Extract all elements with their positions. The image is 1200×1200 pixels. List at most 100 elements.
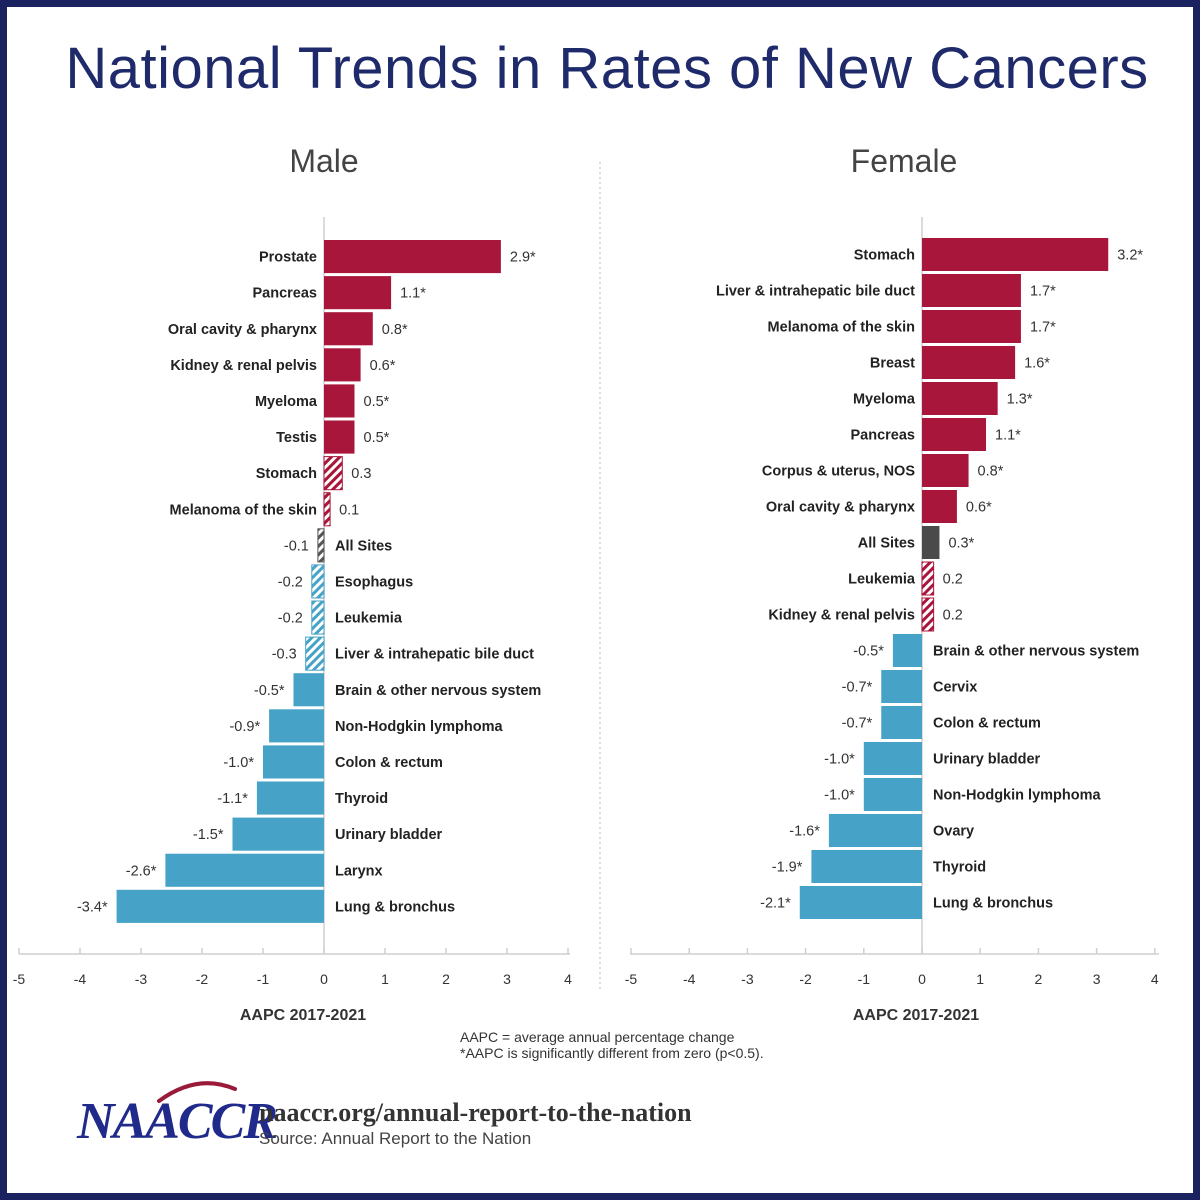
bar-lung-bronchus xyxy=(799,886,922,919)
bar-melanoma-of-the-skin xyxy=(323,492,331,527)
value-label-esophagus: -0.2 xyxy=(278,574,303,590)
value-label-colon-rectum: -0.7* xyxy=(842,716,873,732)
bar-leukemia xyxy=(311,600,325,635)
x-axis-label: AAPC 2017-2021 xyxy=(853,1007,979,1024)
bar-melanoma-of-the-skin xyxy=(922,310,1021,343)
category-label-testis: Testis xyxy=(276,430,317,446)
value-label-corpus-uterus-nos: 0.8* xyxy=(978,464,1004,480)
category-label-liver-intrahepatic-bile-duct: Liver & intrahepatic bile duct xyxy=(716,284,915,300)
category-label-brain-other-nervous-system: Brain & other nervous system xyxy=(335,683,541,699)
bar-stomach xyxy=(922,238,1109,271)
bar-prostate xyxy=(324,240,501,274)
category-label-brain-other-nervous-system: Brain & other nervous system xyxy=(933,644,1139,660)
value-label-stomach: 3.2* xyxy=(1117,248,1143,264)
value-label-all-sites: -0.1 xyxy=(284,538,309,554)
value-label-pancreas: 1.1* xyxy=(400,286,426,302)
bar-colon-rectum xyxy=(881,706,922,739)
bar-urinary-bladder xyxy=(863,742,922,775)
value-label-urinary-bladder: -1.0* xyxy=(824,752,855,768)
category-label-stomach: Stomach xyxy=(854,248,915,264)
footer-source: Source: Annual Report to the Nation xyxy=(259,1129,532,1148)
x-tick-label: 0 xyxy=(320,971,328,987)
category-label-lung-bronchus: Lung & bronchus xyxy=(933,896,1053,912)
value-label-brain-other-nervous-system: -0.5* xyxy=(254,683,285,699)
chart-male: Male 2.9* Prostate 1.1* Pancreas 0.8* Oral cav… xyxy=(13,143,572,1024)
bar-non-hodgkin-lymphoma xyxy=(269,709,324,743)
value-label-testis: 0.5* xyxy=(364,430,390,446)
bar-brain-other-nervous-system xyxy=(293,673,324,707)
category-label-corpus-uterus-nos: Corpus & uterus, NOS xyxy=(762,464,915,480)
value-label-all-sites: 0.3* xyxy=(948,536,974,552)
category-label-melanoma-of-the-skin: Melanoma of the skin xyxy=(768,320,915,336)
x-tick-label: 1 xyxy=(976,971,984,987)
logo-swoosh-icon xyxy=(157,1081,237,1103)
bar-esophagus xyxy=(311,564,325,599)
value-label-lung-bronchus: -3.4* xyxy=(77,899,108,915)
bar-pancreas xyxy=(922,418,987,451)
bar-stomach xyxy=(323,456,343,491)
x-tick-label: 4 xyxy=(1151,971,1159,987)
category-label-pancreas: Pancreas xyxy=(253,286,318,302)
bar-all-sites xyxy=(922,526,940,559)
value-label-oral-cavity-pharynx: 0.6* xyxy=(966,500,992,516)
bar-thyroid xyxy=(256,781,324,815)
bar-kidney-renal-pelvis xyxy=(324,348,361,382)
bar-pancreas xyxy=(324,276,392,310)
chart-title-female: Female xyxy=(851,143,958,179)
value-label-colon-rectum: -1.0* xyxy=(223,755,254,771)
value-label-stomach: 0.3 xyxy=(351,466,371,482)
category-label-oral-cavity-pharynx: Oral cavity & pharynx xyxy=(168,322,317,338)
bar-cervix xyxy=(881,670,922,703)
value-label-lung-bronchus: -2.1* xyxy=(760,896,791,912)
x-tick-label: -4 xyxy=(683,971,696,987)
value-label-oral-cavity-pharynx: 0.8* xyxy=(382,322,408,338)
footnote-aapc: AAPC = average annual percentage change xyxy=(460,1029,735,1045)
chart-title-male: Male xyxy=(289,143,358,179)
value-label-leukemia: 0.2 xyxy=(943,572,963,588)
category-label-myeloma: Myeloma xyxy=(853,392,916,408)
footnotes: AAPC = average annual percentage change … xyxy=(460,1029,764,1061)
category-label-non-hodgkin-lymphoma: Non-Hodgkin lymphoma xyxy=(335,719,503,735)
bar-myeloma xyxy=(324,384,355,418)
category-label-leukemia: Leukemia xyxy=(335,611,403,627)
bar-testis xyxy=(324,420,355,454)
x-tick-label: -4 xyxy=(74,971,87,987)
bar-liver-intrahepatic-bile-duct xyxy=(305,636,325,671)
category-label-cervix: Cervix xyxy=(933,680,977,696)
value-label-thyroid: -1.1* xyxy=(217,791,248,807)
value-label-non-hodgkin-lymphoma: -0.9* xyxy=(229,719,260,735)
category-label-kidney-renal-pelvis: Kidney & renal pelvis xyxy=(768,608,915,624)
value-label-urinary-bladder: -1.5* xyxy=(193,827,224,843)
footer-url-link[interactable]: naaccr.org/annual-report-to-the-nation xyxy=(259,1098,692,1127)
category-label-lung-bronchus: Lung & bronchus xyxy=(335,899,455,915)
bar-non-hodgkin-lymphoma xyxy=(863,778,922,811)
bar-lung-bronchus xyxy=(116,889,324,923)
x-tick-label: -2 xyxy=(196,971,209,987)
chart-female: Female 3.2* Stomach 1.7* Liver & intrahepati… xyxy=(625,143,1159,1024)
value-label-leukemia: -0.2 xyxy=(278,611,303,627)
x-tick-label: -5 xyxy=(625,971,638,987)
category-label-thyroid: Thyroid xyxy=(933,860,986,876)
bar-urinary-bladder xyxy=(232,817,324,851)
bar-colon-rectum xyxy=(263,745,324,779)
x-tick-label: 1 xyxy=(381,971,389,987)
category-label-stomach: Stomach xyxy=(256,466,317,482)
bar-oral-cavity-pharynx xyxy=(922,490,957,523)
bar-corpus-uterus-nos xyxy=(922,454,969,487)
footnote-significance: *AAPC is significantly different from ze… xyxy=(460,1045,764,1061)
value-label-melanoma-of-the-skin: 0.1 xyxy=(339,502,359,518)
value-label-thyroid: -1.9* xyxy=(772,860,803,876)
x-tick-label: 2 xyxy=(442,971,450,987)
charts-canvas: Male 2.9* Prostate 1.1* Pancreas 0.8* Oral cav… xyxy=(13,143,1159,1024)
category-label-colon-rectum: Colon & rectum xyxy=(335,755,443,771)
value-label-cervix: -0.7* xyxy=(842,680,873,696)
value-label-liver-intrahepatic-bile-duct: 1.7* xyxy=(1030,284,1056,300)
bar-kidney-renal-pelvis xyxy=(921,597,935,632)
category-label-prostate: Prostate xyxy=(259,250,317,266)
category-label-myeloma: Myeloma xyxy=(255,394,318,410)
bar-larynx xyxy=(165,853,324,887)
x-tick-label: -1 xyxy=(257,971,270,987)
category-label-larynx: Larynx xyxy=(335,863,383,879)
category-label-kidney-renal-pelvis: Kidney & renal pelvis xyxy=(170,358,317,374)
